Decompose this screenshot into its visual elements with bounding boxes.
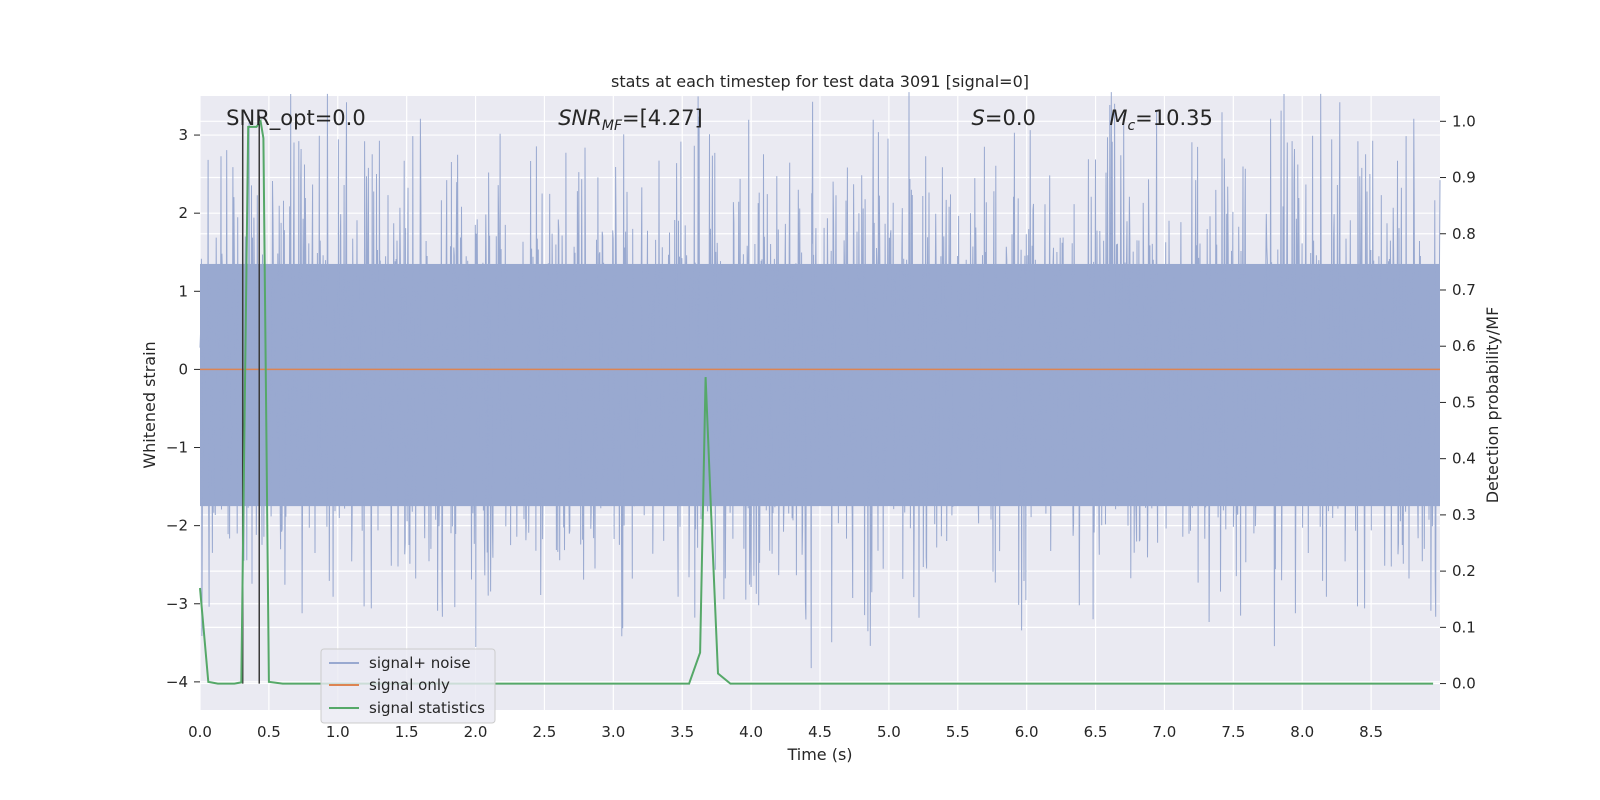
x-tick-label-2: 1.0	[326, 723, 350, 741]
x-tick-label-7: 3.5	[670, 723, 694, 741]
y-tick-label-1: −3	[166, 595, 188, 613]
y-right-tick-label-10: 1.0	[1452, 112, 1476, 130]
annotation-3: Mc=10.35	[1109, 106, 1213, 134]
y-right-tick-label-5: 0.5	[1452, 393, 1476, 411]
x-tick-label-9: 4.5	[808, 723, 832, 741]
x-tick-label-15: 7.5	[1221, 723, 1245, 741]
x-tick-label-0: 0.0	[188, 723, 212, 741]
x-tick-label-8: 4.0	[739, 723, 763, 741]
y-axis-label-right: Detection probability/MF	[1483, 307, 1502, 504]
y-right-tick-label-0: 0.0	[1452, 675, 1476, 693]
x-tick-label-5: 2.5	[533, 723, 557, 741]
x-tick-label-6: 3.0	[601, 723, 625, 741]
x-axis-label: Time (s)	[786, 745, 852, 764]
legend-label-signal-statistics: signal statistics	[369, 699, 485, 717]
legend-label-signal-noise: signal+ noise	[369, 654, 471, 672]
annotation-2: S=0.0	[972, 106, 1036, 130]
y-right-tick-label-4: 0.4	[1452, 450, 1476, 468]
y-right-tick-label-3: 0.3	[1452, 506, 1476, 524]
y-tick-label-5: 1	[178, 282, 188, 300]
y-axis-ticks-left: −4 −3 −2 −1 0 1 2 3	[166, 126, 200, 691]
legend: signal+ noise signal only signal statist…	[320, 648, 496, 724]
y-right-tick-label-6: 0.6	[1452, 337, 1476, 355]
x-tick-label-12: 6.0	[1015, 723, 1039, 741]
annotation-0: SNR_opt=0.0	[226, 106, 366, 131]
x-tick-label-4: 2.0	[464, 723, 488, 741]
y-tick-label-7: 3	[178, 126, 188, 144]
y-tick-label-4: 0	[178, 360, 188, 378]
x-tick-label-3: 1.5	[395, 723, 419, 741]
y-right-tick-label-7: 0.7	[1452, 281, 1476, 299]
x-tick-label-1: 0.5	[257, 723, 281, 741]
legend-box	[320, 648, 496, 724]
y-axis-ticks-right: 0.0 0.1 0.2 0.3 0.4 0.5 0.6 0.7 0.8 0.9 1.0	[1440, 112, 1476, 693]
y-right-tick-label-9: 0.9	[1452, 169, 1476, 187]
series-signal-noise	[199, 92, 1441, 669]
annotations: SNR_opt=0.0 SNRMF=[4.27] S=0.0 Mc=10.35	[226, 106, 1213, 134]
x-tick-label-16: 8.0	[1290, 723, 1314, 741]
y-right-tick-label-2: 0.2	[1452, 562, 1476, 580]
annotation-1: SNRMF=[4.27]	[558, 106, 703, 134]
x-tick-label-17: 8.5	[1359, 723, 1383, 741]
x-tick-label-10: 5.0	[877, 723, 901, 741]
x-tick-label-11: 5.5	[946, 723, 970, 741]
y-tick-label-6: 2	[178, 204, 188, 222]
y-axis-label: Whitened strain	[140, 341, 159, 468]
x-tick-label-14: 7.0	[1153, 723, 1177, 741]
y-tick-label-2: −2	[166, 517, 188, 535]
x-axis-ticks: 0.0 0.5 1.0 1.5 2.0 2.5 3.0 3.5 4.0 4.5 5.0 5.5 6.0 6…	[188, 723, 1383, 741]
legend-label-signal-only: signal only	[369, 676, 450, 694]
noise-line	[199, 92, 1441, 669]
y-right-tick-label-1: 0.1	[1452, 618, 1476, 636]
y-right-tick-label-8: 0.8	[1452, 225, 1476, 243]
y-tick-label-0: −4	[166, 673, 188, 691]
x-tick-label-13: 6.5	[1084, 723, 1108, 741]
y-tick-label-3: −1	[166, 439, 188, 457]
chart-title: stats at each timestep for test data 309…	[611, 72, 1029, 91]
